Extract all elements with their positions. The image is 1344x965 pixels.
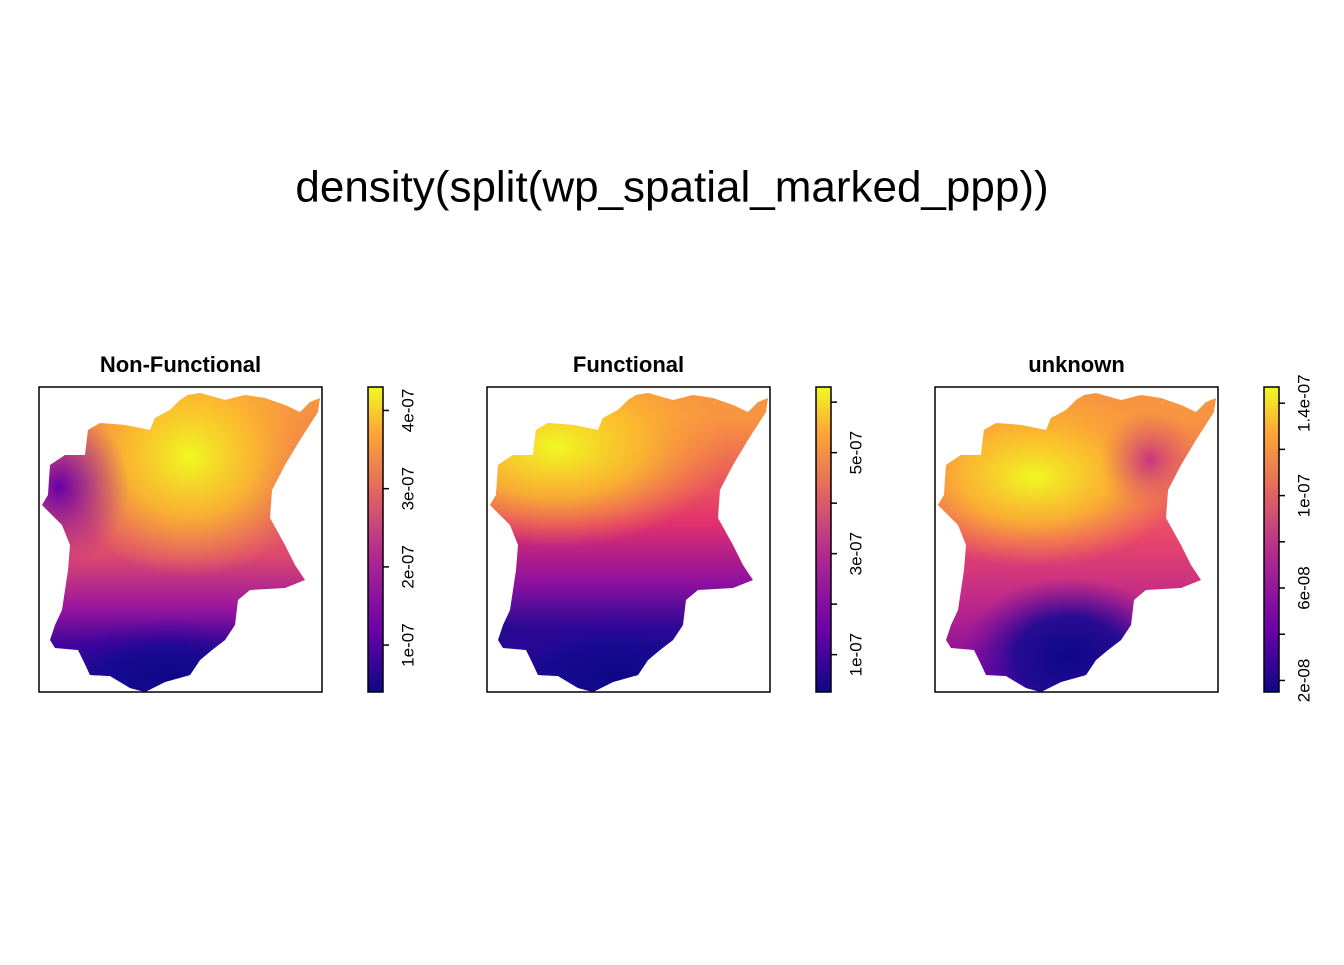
panel — [938, 393, 1216, 692]
colorbar-tick-label: 2e-07 — [398, 545, 417, 588]
density-surface — [490, 393, 768, 692]
panel-frame — [38, 386, 323, 693]
colorbar-tick-label: 3e-07 — [398, 467, 417, 510]
density-surface — [42, 393, 320, 692]
panel-frame — [934, 386, 1219, 693]
colorbar-tick-label: 1.4e-07 — [1294, 374, 1313, 432]
panel-title: Functional — [573, 352, 684, 377]
colorbar — [1263, 386, 1280, 693]
panel-title: unknown — [1028, 352, 1125, 377]
colorbar-tick-label: 2e-08 — [1294, 659, 1313, 702]
panel-frame — [486, 386, 771, 693]
colorbar-tick-label: 1e-07 — [398, 623, 417, 666]
figure-title: density(split(wp_spatial_marked_ppp)) — [295, 163, 1048, 212]
colorbar — [815, 386, 832, 693]
colorbar — [367, 386, 384, 693]
density-surface — [938, 393, 1216, 692]
colorbar-tick-label: 1e-07 — [846, 633, 865, 676]
panel — [42, 393, 320, 692]
colorbar-tick-label: 5e-07 — [846, 431, 865, 474]
colorbar-tick-label: 1e-07 — [1294, 474, 1313, 517]
panel — [490, 393, 768, 692]
colorbar-tick-label: 3e-07 — [846, 532, 865, 575]
colorbar-tick-label: 4e-07 — [398, 389, 417, 432]
panel-title: Non-Functional — [100, 352, 261, 377]
colorbar-tick-label: 6e-08 — [1294, 566, 1313, 609]
